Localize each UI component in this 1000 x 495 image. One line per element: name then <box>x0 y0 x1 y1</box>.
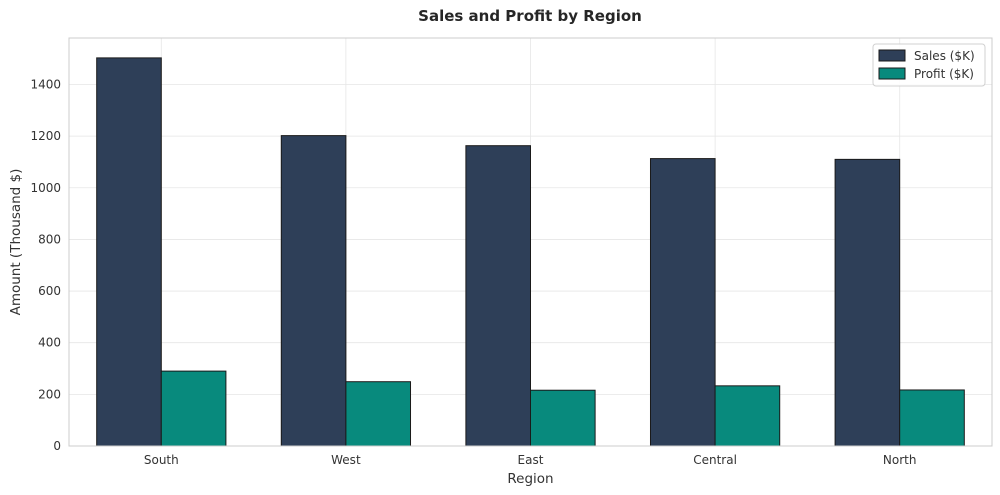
bar-sales-west <box>280 135 347 447</box>
bar-sales-central <box>649 158 716 447</box>
bar-profit-north <box>899 389 965 447</box>
x-axis-label: Region <box>507 471 553 487</box>
bar-sales-north <box>834 158 901 447</box>
y-axis-ticks: 0 200 400 600 800 1000 1200 1400 <box>30 77 61 453</box>
legend-label-profit: Profit ($K) <box>914 67 974 81</box>
x-tick-label: Central <box>693 453 737 467</box>
y-tick-label: 1000 <box>30 181 61 195</box>
bar-profit-east <box>530 389 596 447</box>
x-tick-label: North <box>883 453 917 467</box>
plot-area-border <box>68 37 993 447</box>
y-tick-label: 600 <box>38 284 61 298</box>
x-tick-label: East <box>518 453 544 467</box>
legend: Sales ($K) Profit ($K) <box>872 43 986 87</box>
y-tick-label: 400 <box>38 336 61 350</box>
bar-profit-central <box>714 385 781 447</box>
bar-profit-south <box>160 370 227 447</box>
x-axis-ticks: South West East Central North <box>144 453 917 467</box>
bar-sales-south <box>96 57 162 447</box>
bar-profit-west <box>345 381 412 447</box>
bar-sales-east <box>465 145 532 447</box>
y-axis-label: Amount (Thousand $) <box>8 169 24 316</box>
y-tick-label: 0 <box>53 439 61 453</box>
bars <box>96 57 965 447</box>
legend-swatch-profit <box>878 67 906 80</box>
x-tick-label: West <box>331 453 361 467</box>
chart-title: Sales and Profit by Region <box>418 7 642 25</box>
y-tick-label: 1400 <box>30 77 61 91</box>
legend-label-sales: Sales ($K) <box>914 49 975 63</box>
legend-swatch-sales <box>878 49 906 62</box>
y-tick-label: 800 <box>38 232 61 246</box>
y-tick-label: 200 <box>38 387 61 401</box>
y-tick-label: 1200 <box>30 129 61 143</box>
x-tick-label: South <box>144 453 179 467</box>
